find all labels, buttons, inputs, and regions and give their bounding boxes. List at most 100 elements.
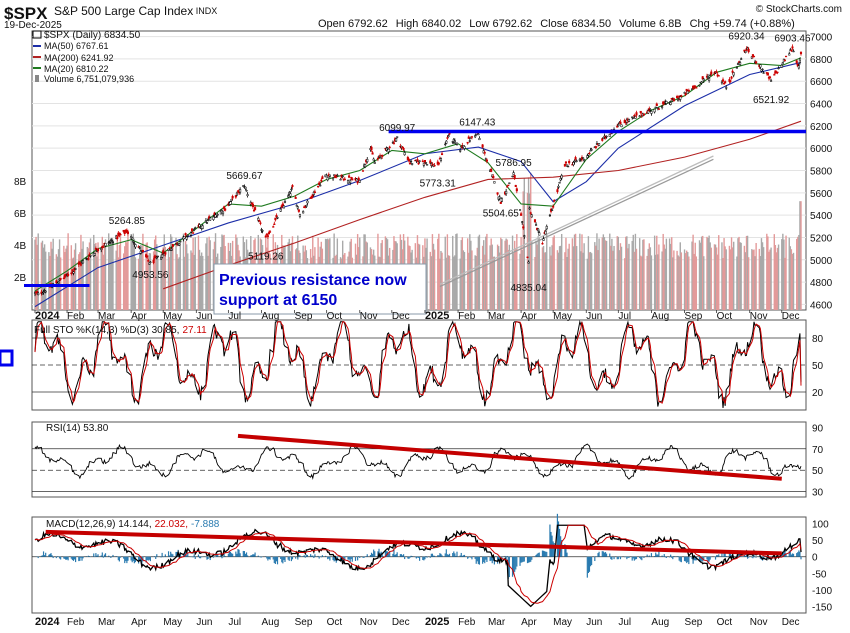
volume-bar xyxy=(736,256,738,310)
x-axis-label: Sep xyxy=(295,311,313,322)
volume-bar xyxy=(152,251,155,310)
macd-hist-bar xyxy=(663,554,665,557)
macd-hist-bar xyxy=(633,556,635,561)
volume-bar xyxy=(695,256,698,310)
candle-body xyxy=(107,242,110,244)
macd-hist-bar xyxy=(185,551,187,557)
candle-body xyxy=(647,110,650,114)
macd-hist-bar xyxy=(454,553,456,557)
candle-body xyxy=(205,222,209,224)
volume-bar xyxy=(781,239,783,310)
candle-body xyxy=(94,248,97,250)
candle-body xyxy=(386,148,389,150)
volume-bar xyxy=(634,233,637,310)
volume-bar xyxy=(537,236,539,310)
macd-histogram xyxy=(35,513,802,579)
volume-bar xyxy=(656,235,658,310)
volume-bar xyxy=(544,252,547,310)
candle-body xyxy=(67,273,70,276)
candle-body xyxy=(601,138,604,141)
candle-body xyxy=(522,226,525,229)
candle-body xyxy=(683,92,686,94)
candle-body xyxy=(212,216,215,220)
macd-hist-bar xyxy=(520,556,522,563)
volume-bar xyxy=(536,244,538,310)
sto-d-line xyxy=(34,320,802,404)
volume-bar xyxy=(433,249,436,310)
x-axis-label: Jul xyxy=(228,617,241,628)
peak-label: 5504.65 xyxy=(483,208,520,219)
candle-body xyxy=(512,172,515,175)
candle-body xyxy=(493,181,496,184)
candle-body xyxy=(326,177,329,181)
macd-hist-bar xyxy=(616,556,618,560)
macd-hist-bar xyxy=(351,556,353,562)
candle-body xyxy=(642,113,646,116)
candle-body xyxy=(231,195,234,199)
macd-hist-bar xyxy=(119,556,122,558)
macd-hist-bar xyxy=(508,556,510,578)
volume-bar xyxy=(78,254,80,310)
volume-bar xyxy=(662,233,664,310)
macd-hist-bar xyxy=(556,513,559,557)
macd-hist-bar xyxy=(632,556,634,559)
candle-body xyxy=(729,80,732,82)
macd-hist-bar xyxy=(358,556,360,557)
macd-hist-bar xyxy=(127,556,129,561)
candle-body xyxy=(788,53,791,56)
volume-bar xyxy=(96,256,98,310)
macd-hist-bar xyxy=(72,556,75,561)
volume-bar xyxy=(625,236,627,310)
candle-body xyxy=(766,72,769,76)
candle-body xyxy=(533,219,537,223)
macd-hist-bar xyxy=(377,551,379,557)
legend-ma20: MA(20) 6810.22 xyxy=(44,64,109,74)
macd-hist-bar xyxy=(655,552,657,557)
volume-bar xyxy=(439,258,441,310)
macd-hist-bar xyxy=(683,556,686,562)
candle-body xyxy=(371,152,374,155)
volume-bar xyxy=(792,252,795,310)
candle-body xyxy=(190,228,194,232)
x-axis-label: Jun xyxy=(196,617,212,628)
volume-bar xyxy=(640,255,642,310)
macd-hist-bar xyxy=(604,552,607,557)
macd-hist-bar xyxy=(478,556,481,565)
candle-body xyxy=(590,149,593,151)
candle-body xyxy=(418,160,421,162)
candle-body xyxy=(242,185,245,187)
peak-label: 5773.31 xyxy=(420,178,457,189)
candle-body xyxy=(357,177,360,181)
macd-hist-bar xyxy=(744,555,747,557)
peak-label: 4835.04 xyxy=(510,283,547,294)
volume-bar xyxy=(93,234,95,310)
candle-body xyxy=(565,164,569,167)
volume-bar xyxy=(732,241,735,310)
peak-labels: 5264.85 4953.56 5669.67 5119.26 6099.97 5773.… xyxy=(109,31,811,294)
candle-body xyxy=(230,198,233,201)
macd-hist-bar xyxy=(507,556,509,579)
macd-hist-bar xyxy=(739,552,741,557)
macd-hist-bar xyxy=(459,555,461,557)
volume-bar xyxy=(142,233,144,310)
volume-bar xyxy=(485,236,487,310)
volume-bar xyxy=(556,250,559,310)
candle-body xyxy=(731,70,734,73)
volume-bar xyxy=(641,256,643,310)
volume-bar xyxy=(557,252,560,310)
volume-bar xyxy=(699,242,702,310)
volume-bar xyxy=(100,248,102,310)
macd-hist-bar xyxy=(400,554,403,557)
volume-bar xyxy=(664,248,667,310)
volume-bar xyxy=(688,256,690,310)
volume-bar xyxy=(79,252,81,310)
volume-bar xyxy=(95,242,97,310)
candle-body xyxy=(102,246,105,248)
macd-hist-bar xyxy=(485,556,487,560)
candle-body xyxy=(268,231,272,233)
volume-bar xyxy=(755,242,757,310)
rsi-lines xyxy=(34,443,802,481)
candle-body xyxy=(201,225,204,229)
volume-bar xyxy=(426,238,428,310)
volume-bar xyxy=(588,252,591,310)
